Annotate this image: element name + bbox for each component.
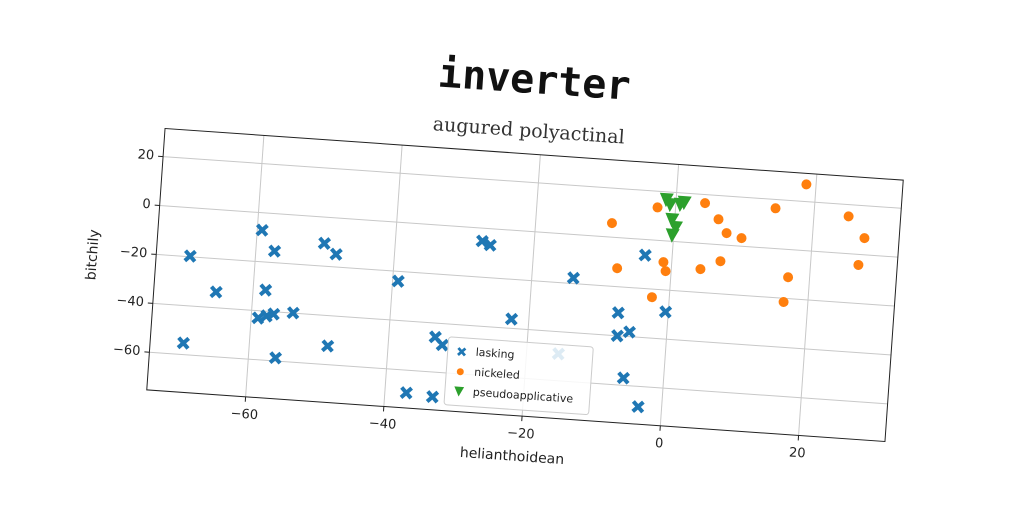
scatter-point [669, 220, 684, 236]
scatter-point [286, 306, 300, 320]
scatter-point [612, 263, 623, 274]
scatter-point [504, 312, 519, 326]
scatter-point [843, 211, 854, 222]
scatter-point [329, 247, 343, 261]
scatter-point [778, 296, 789, 307]
legend-marker [456, 368, 464, 376]
scatter-point [736, 233, 747, 244]
y-tick-label: −20 [119, 244, 147, 261]
scatter-point [317, 236, 332, 250]
x-tick-label: −40 [368, 416, 396, 433]
scatter-point [859, 233, 870, 244]
grid-line [159, 205, 898, 258]
scatter-point [267, 244, 282, 258]
scatter-point [700, 198, 711, 209]
scatter-point [183, 249, 197, 263]
grid-line [156, 253, 895, 307]
legend-marker [457, 347, 467, 357]
scatter-point [610, 329, 624, 343]
scatter-point [677, 195, 692, 211]
scatter-point [209, 285, 223, 299]
scatter-point [622, 325, 637, 339]
x-axis-label: helianthoidean [459, 445, 564, 468]
plot-frame [146, 127, 904, 443]
scatter-point [652, 202, 663, 213]
scatter-point [695, 264, 706, 275]
scatter-point [801, 179, 812, 190]
legend-marker [454, 386, 465, 397]
scatter-point [616, 371, 631, 385]
scatter-point [658, 257, 669, 268]
scatter-point [399, 386, 413, 400]
scatter-point [268, 351, 283, 365]
grid-line [245, 135, 265, 397]
scatter-point [425, 390, 440, 404]
y-tick-label: 20 [137, 147, 155, 163]
scatter-point [853, 259, 864, 270]
scatter-point [320, 339, 335, 353]
grid-line [798, 174, 818, 436]
scatter-point [658, 305, 673, 319]
y-tick-label: −40 [116, 293, 144, 310]
y-tick-label: 0 [142, 197, 151, 213]
scatter-point [483, 238, 497, 252]
scatter-point [606, 218, 617, 229]
scatter-point [435, 338, 449, 352]
scatter-point [665, 228, 680, 243]
grid-line [163, 156, 902, 209]
grid-line [383, 145, 403, 407]
scatter-point [660, 266, 671, 277]
scatter-point [783, 272, 794, 283]
scatter-point [566, 271, 581, 285]
y-axis-label: bitchily [83, 229, 103, 281]
scatter-point [715, 256, 726, 267]
y-tick-label: −60 [113, 342, 141, 359]
x-tick-label: −20 [507, 426, 535, 443]
scatter-point [659, 192, 674, 208]
scatter-point [631, 400, 645, 414]
scatter-point [721, 228, 732, 239]
scatter-point [258, 283, 273, 297]
x-tick-label: 20 [789, 445, 807, 461]
scatter-point [176, 336, 191, 350]
scatter-point [251, 311, 265, 325]
scatter-point [475, 234, 489, 248]
legend-label: lasking [475, 346, 515, 362]
legend-box [443, 336, 594, 416]
scatter-point [770, 203, 781, 214]
scatter-point [611, 306, 625, 320]
scatter-point [665, 212, 680, 228]
x-tick-label: −60 [230, 406, 258, 423]
grid-line [659, 164, 680, 426]
scatter-point [713, 214, 724, 225]
legend-label: nickeled [474, 366, 520, 382]
scatter-point [255, 223, 269, 237]
scatter-point [266, 307, 281, 321]
scatter-point [391, 274, 405, 288]
x-tick-label: 0 [654, 436, 663, 452]
scatter-point [638, 248, 652, 262]
scatter-point [646, 292, 657, 303]
